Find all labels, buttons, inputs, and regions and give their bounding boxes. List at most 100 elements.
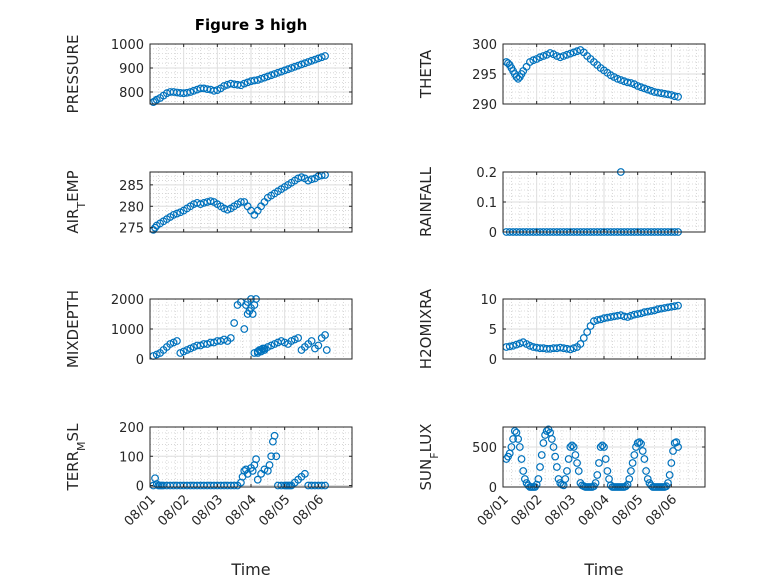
data-point <box>514 435 523 443</box>
data-point <box>630 451 639 459</box>
data-point <box>635 438 644 447</box>
x-tick-label: 08/01 <box>475 492 512 529</box>
data-point <box>613 74 622 83</box>
data-point <box>563 467 571 475</box>
y-axis-label-text: AIR <box>64 209 82 234</box>
data-point <box>311 55 319 64</box>
data-point <box>297 60 306 69</box>
data-point <box>507 443 516 451</box>
data-point <box>534 475 543 483</box>
y-tick-label: 1000 <box>111 38 144 53</box>
data-point <box>672 438 681 447</box>
subplot-5: 0 1000 2000 MIXDEPTH <box>64 290 353 368</box>
data-point <box>674 92 682 101</box>
y-axis-label-text: PRESSURE <box>64 35 82 114</box>
subplot-1: 800 900 1000 PRESSURE <box>64 35 353 114</box>
data-point <box>674 301 682 310</box>
data-point <box>321 331 329 339</box>
data-point <box>307 56 316 65</box>
y-axis-label-text: THETA <box>417 49 435 99</box>
x-tick-label: 08/05 <box>609 492 646 529</box>
y-tick-label: 2000 <box>111 293 144 308</box>
data-point <box>196 200 205 209</box>
y-tick-label: 100 <box>119 450 144 465</box>
data-point <box>263 72 272 81</box>
data-point <box>270 70 279 78</box>
data-point <box>556 53 565 62</box>
data-point <box>616 76 625 84</box>
data-point <box>206 197 215 206</box>
data-point <box>258 344 267 353</box>
y-tick-label: 0 <box>489 226 497 241</box>
data-point <box>583 328 592 336</box>
y-tick-label: 0.1 <box>476 196 497 211</box>
data-point <box>574 467 583 475</box>
data-point <box>314 54 323 63</box>
data-point <box>569 48 578 57</box>
y-tick-label: 0 <box>489 353 497 368</box>
data-point <box>252 455 260 464</box>
data-point <box>317 53 326 62</box>
y-tick-label: 0 <box>489 481 497 496</box>
y-axis-label: MIXDEPTH <box>64 290 82 368</box>
data-point <box>210 86 218 95</box>
data-point <box>529 56 538 65</box>
data-point <box>625 475 634 483</box>
data-point <box>248 310 257 318</box>
data-point <box>314 341 323 350</box>
data-point <box>300 59 309 68</box>
data-point <box>519 467 528 475</box>
y-axis-label: RAINFALL <box>417 166 435 237</box>
y-tick-label: 800 <box>119 86 144 101</box>
data-point <box>186 88 195 96</box>
data-point <box>549 443 558 451</box>
data-point <box>643 475 652 483</box>
y-tick-label: 1000 <box>111 323 144 338</box>
data-point <box>539 52 548 60</box>
data-point <box>270 431 279 440</box>
data-point <box>284 65 292 74</box>
x-axis-label: Time <box>583 560 623 579</box>
data-point <box>546 49 555 57</box>
data-point <box>640 84 649 93</box>
data-point <box>664 479 672 487</box>
data-point <box>551 452 560 461</box>
data-point <box>265 461 274 469</box>
data-point <box>637 83 645 92</box>
x-tick-label: 08/02 <box>155 492 192 529</box>
data-point <box>257 74 266 83</box>
data-point <box>169 210 178 219</box>
x-tick-label: 08/04 <box>576 492 613 529</box>
data-point <box>627 467 635 475</box>
data-point <box>280 66 289 75</box>
y-axis-label-tail: EMP <box>64 170 82 201</box>
data-point <box>536 463 544 471</box>
data-point <box>294 61 303 70</box>
data-point <box>537 451 546 459</box>
y-axis-label-text: SUN <box>417 459 435 491</box>
data-point <box>509 435 517 443</box>
data-point <box>561 475 570 483</box>
data-point <box>220 82 228 90</box>
y-tick-label: 10 <box>480 293 497 308</box>
x-tick-label: 08/04 <box>223 492 260 529</box>
data-point <box>236 198 245 206</box>
x-tick-label: 08/03 <box>542 492 579 529</box>
subplot-3: 275 280 285 AIRTEMP <box>64 170 353 237</box>
data-point <box>173 209 181 218</box>
data-point <box>226 334 235 342</box>
data-point <box>321 481 329 490</box>
data-point <box>559 52 568 60</box>
data-point <box>637 439 645 448</box>
y-axis-label-subscript: F <box>428 452 441 458</box>
data-point <box>267 452 276 461</box>
data-point <box>643 85 652 94</box>
figure-title: Figure 3 high <box>195 16 308 34</box>
y-axis-label: PRESSURE <box>64 35 82 114</box>
data-point <box>307 175 316 184</box>
data-point <box>517 455 526 463</box>
data-point <box>633 82 642 90</box>
data-point <box>598 441 607 450</box>
y-tick-label: 275 <box>119 222 144 237</box>
